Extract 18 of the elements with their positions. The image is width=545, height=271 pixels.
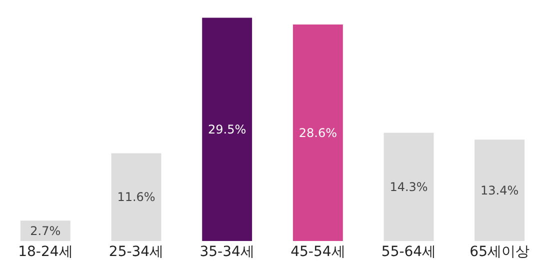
bar — [111, 153, 162, 241]
data-label: 14.3% — [390, 180, 428, 194]
x-tick-label: 25-34세 — [108, 244, 164, 260]
bar — [202, 18, 252, 241]
x-tick-label: 55-64세 — [381, 244, 436, 260]
data-label: 29.5% — [208, 122, 246, 136]
x-tick-label: 65세이상 — [470, 244, 530, 260]
data-label: 2.7% — [30, 224, 61, 238]
x-tick-label: 45-54세 — [290, 244, 346, 260]
bar — [20, 220, 70, 241]
bar — [384, 132, 434, 241]
bar — [474, 140, 525, 241]
x-tick-label: 18-24세 — [18, 244, 73, 260]
x-tick-label: 35-34세 — [200, 244, 254, 260]
data-label: 13.4% — [480, 183, 519, 198]
data-label: 11.6% — [117, 190, 156, 204]
bar — [292, 24, 343, 241]
data-label: 28.6% — [298, 126, 337, 140]
